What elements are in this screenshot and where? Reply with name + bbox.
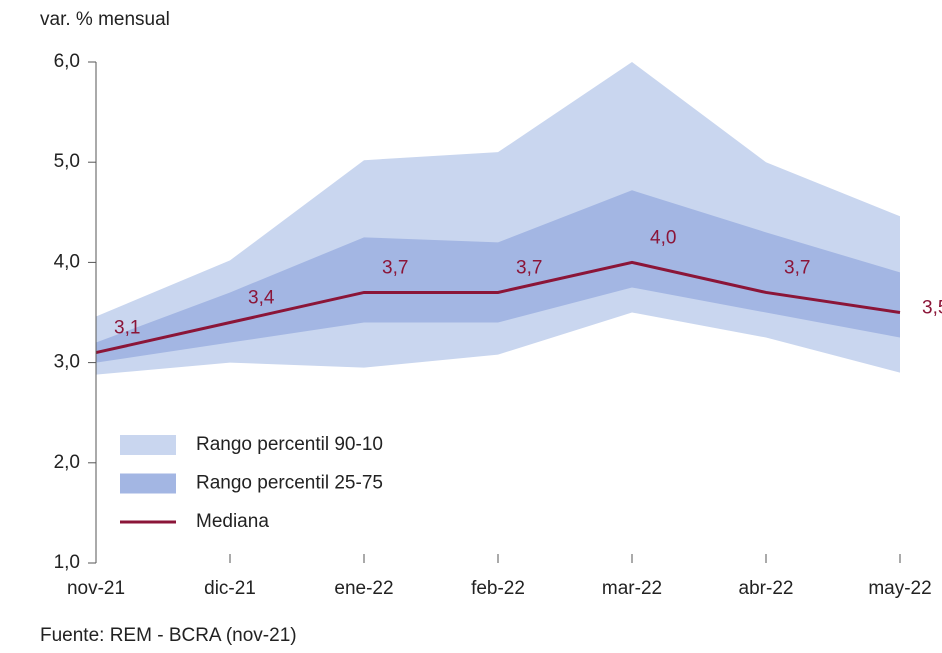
x-tick-label: feb-22 bbox=[471, 578, 525, 599]
y-tick-label: 3,0 bbox=[54, 352, 80, 373]
legend-swatch bbox=[120, 435, 176, 455]
x-tick-label: dic-21 bbox=[204, 578, 256, 599]
y-tick-label: 1,0 bbox=[54, 552, 80, 573]
legend-swatch bbox=[120, 473, 176, 494]
percentile-band bbox=[96, 190, 900, 363]
y-tick-label: 6,0 bbox=[54, 51, 80, 72]
value-label: 3,1 bbox=[114, 318, 140, 339]
x-tick-label: ene-22 bbox=[334, 578, 393, 599]
value-label: 3,4 bbox=[248, 288, 275, 309]
source-note: Fuente: REM - BCRA (nov-21) bbox=[40, 625, 297, 646]
y-tick-label: 4,0 bbox=[54, 251, 80, 272]
value-label: 3,7 bbox=[516, 257, 542, 278]
legend-label: Rango percentil 90-10 bbox=[196, 434, 383, 455]
legend-label: Mediana bbox=[196, 511, 269, 532]
value-label: 3,7 bbox=[784, 257, 810, 278]
median-line bbox=[95, 260, 901, 355]
y-tick-label: 2,0 bbox=[54, 452, 80, 473]
legend-label: Rango percentil 25-75 bbox=[196, 473, 383, 494]
x-tick-label: mar-22 bbox=[602, 578, 662, 599]
x-tick-label: nov-21 bbox=[67, 578, 125, 599]
y-axis-label: var. % mensual bbox=[40, 9, 170, 30]
y-tick-label: 5,0 bbox=[54, 151, 80, 172]
value-label: 3,7 bbox=[382, 257, 408, 278]
x-tick-label: abr-22 bbox=[739, 578, 794, 599]
value-label: 3,5 bbox=[922, 298, 942, 319]
value-label: 4,0 bbox=[650, 227, 676, 248]
x-tick-label: may-22 bbox=[868, 578, 931, 599]
